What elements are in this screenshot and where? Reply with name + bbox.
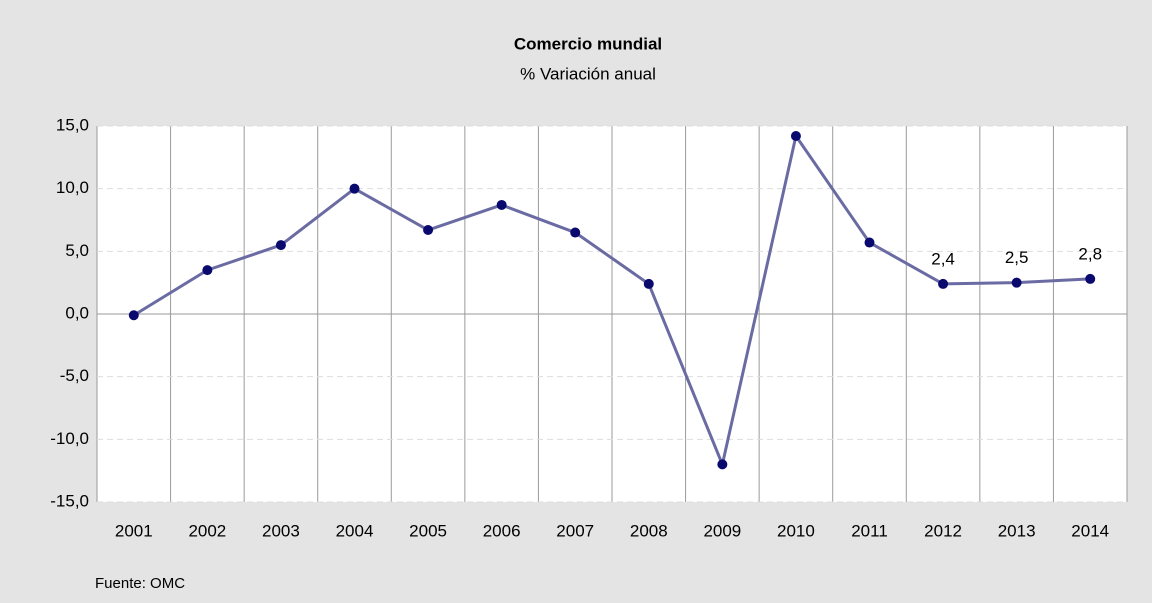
- data-point: [128, 310, 139, 321]
- data-point: [570, 227, 581, 238]
- data-point: [938, 278, 949, 289]
- y-tick-label: -5,0: [60, 366, 89, 385]
- y-tick-label: 0,0: [65, 303, 89, 322]
- x-tick-label: 2007: [556, 521, 594, 540]
- data-point: [349, 183, 360, 194]
- data-label: 2,8: [1078, 244, 1102, 263]
- y-tick-label: -10,0: [50, 429, 89, 448]
- y-tick-label: 15,0: [56, 115, 89, 134]
- x-tick-label: 2003: [262, 521, 300, 540]
- x-tick-label: 2012: [924, 521, 962, 540]
- chart-subtitle: % Variación anual: [520, 64, 656, 83]
- data-label: 2,5: [1005, 248, 1029, 267]
- data-point: [423, 225, 434, 236]
- x-tick-label: 2013: [998, 521, 1036, 540]
- source-note: Fuente: OMC: [95, 575, 185, 592]
- y-tick-label: 10,0: [56, 178, 89, 197]
- data-label: 2,4: [931, 249, 955, 268]
- data-point: [790, 131, 801, 142]
- data-point: [1085, 273, 1096, 284]
- data-point: [864, 237, 875, 248]
- x-tick-label: 2002: [188, 521, 226, 540]
- series-line: [133, 134, 1091, 466]
- y-tick-label: 5,0: [65, 241, 89, 260]
- chart-title: Comercio mundial: [514, 34, 662, 53]
- data-point: [275, 240, 286, 251]
- y-tick-label: -15,0: [50, 491, 89, 510]
- x-tick-label: 2011: [851, 521, 888, 540]
- data-point: [496, 199, 507, 210]
- data-point: [717, 459, 728, 470]
- data-point: [202, 265, 213, 276]
- x-tick-label: 2006: [483, 521, 521, 540]
- data-point: [643, 278, 654, 289]
- x-tick-label: 2010: [777, 521, 815, 540]
- x-tick-label: 2005: [409, 521, 447, 540]
- x-tick-label: 2008: [630, 521, 668, 540]
- data-point: [1011, 277, 1022, 288]
- x-tick-label: 2004: [336, 521, 374, 540]
- x-tick-label: 2009: [703, 521, 741, 540]
- x-tick-label: 2014: [1071, 521, 1109, 540]
- x-tick-label: 2001: [115, 521, 153, 540]
